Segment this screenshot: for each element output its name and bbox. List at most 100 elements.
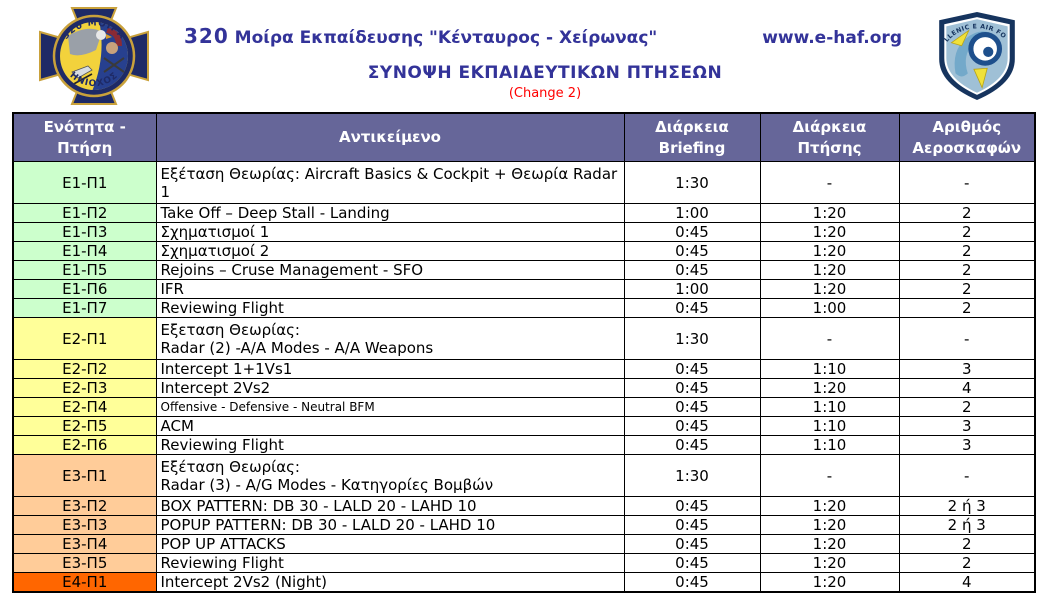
briefing-duration-cell: 0:45 [623, 378, 761, 398]
aircraft-count-cell: 2 [898, 279, 1036, 299]
row-id-cell: Ε3-Π1 [12, 454, 157, 497]
briefing-duration-cell: 0:45 [623, 260, 761, 280]
briefing-duration-cell: 0:45 [623, 553, 761, 573]
row-id-cell: Ε1-Π1 [12, 161, 157, 204]
briefing-duration-cell: 1:00 [623, 203, 761, 223]
subject-cell: BOX PATTERN: DB 30 - LALD 20 - LAHD 10 [155, 496, 625, 516]
briefing-duration-cell: 0:45 [623, 397, 761, 417]
table-row: Ε1-Π2 Take Off – Deep Stall - Landing 1:00… [12, 203, 1036, 223]
subject-cell: Σχηματισμοί 2 [155, 241, 625, 261]
table-row: Ε2-Π5 ACM 0:45 1:10 3 [12, 416, 1036, 436]
page-header: 320 ΜΟΙΡΑ ΗΝΙΟΧΟΣ 320 Μοίρα Εκπαίδευσης … [0, 0, 1046, 110]
briefing-duration-cell: 0:45 [623, 222, 761, 242]
squadron-number: 320 [184, 24, 229, 48]
table-row: Ε3-Π4 POP UP ATTACKS 0:45 1:20 2 [12, 534, 1036, 554]
table-row: Ε1-Π1 Εξέταση Θεωρίας: Aircraft Basics & … [12, 161, 1036, 204]
header-titles: 320 Μοίρα Εκπαίδευσης "Κένταυρος - Χείρω… [160, 0, 930, 101]
col-header-flight-duration: Διάρκεια Πτήσης [759, 112, 900, 162]
aircraft-count-cell: 2 [898, 534, 1036, 554]
squadron-title: 320 Μοίρα Εκπαίδευσης "Κένταυρος - Χείρω… [184, 24, 657, 48]
aircraft-count-cell: 3 [898, 359, 1036, 379]
col-header-subject: Αντικείμενο [155, 112, 625, 162]
row-id-cell: Ε1-Π6 [12, 279, 157, 299]
aircraft-count-cell: 2 ή 3 [898, 496, 1036, 516]
flight-duration-cell: - [759, 454, 900, 497]
col-header-briefing-duration: Διάρκεια Briefing [623, 112, 761, 162]
subject-cell: Intercept 2Vs2 [155, 378, 625, 398]
subject-cell: Offensive - Defensive - Neutral BFM [155, 397, 625, 417]
briefing-duration-cell: 0:45 [623, 496, 761, 516]
briefing-duration-cell: 0:45 [623, 515, 761, 535]
subject-cell: Intercept 2Vs2 (Night) [155, 572, 625, 593]
aircraft-count-cell: 2 [898, 222, 1036, 242]
training-flights-table: Ενότητα - Πτήση Αντικείμενο Διάρκεια Bri… [12, 112, 1036, 593]
flight-duration-cell: 1:20 [759, 572, 900, 593]
flight-duration-cell: 1:20 [759, 553, 900, 573]
table-row: Ε1-Π4 Σχηματισμοί 2 0:45 1:20 2 [12, 241, 1036, 261]
page-title: ΣΥΝΟΨΗ ΕΚΠΑΙΔΕΥΤΙΚΩΝ ΠΤΗΣΕΩΝ [367, 63, 723, 83]
briefing-duration-cell: 0:45 [623, 241, 761, 261]
row-id-cell: Ε2-Π2 [12, 359, 157, 379]
hellenic-air-force-emblem-icon: HELLENIC Ε AIR FORCE [930, 10, 1015, 100]
subject-cell: Take Off – Deep Stall - Landing [155, 203, 625, 223]
table-body: Ε1-Π1 Εξέταση Θεωρίας: Aircraft Basics & … [12, 161, 1036, 593]
briefing-duration-cell: 0:45 [623, 572, 761, 593]
flight-duration-cell: 1:10 [759, 435, 900, 455]
table-row: Ε1-Π5 Rejoins – Cruse Management - SFO 0:4… [12, 260, 1036, 280]
header-row: Ενότητα - Πτήση Αντικείμενο Διάρκεια Bri… [12, 112, 1036, 162]
flight-duration-cell: 1:20 [759, 203, 900, 223]
aircraft-count-cell: 2 [898, 260, 1036, 280]
row-id-cell: Ε3-Π2 [12, 496, 157, 516]
row-id-cell: Ε4-Π1 [12, 572, 157, 593]
table-row: Ε4-Π1 Intercept 2Vs2 (Night) 0:45 1:20 4 [12, 572, 1036, 593]
flight-duration-cell: - [759, 317, 900, 360]
aircraft-count-cell: - [898, 161, 1036, 204]
row-id-cell: Ε2-Π6 [12, 435, 157, 455]
subject-cell: Εξεταση Θεωρίας: Radar (2) -A/A Modes - … [155, 317, 625, 360]
table-row: Ε3-Π5 Reviewing Flight 0:45 1:20 2 [12, 553, 1036, 573]
flight-duration-cell: 1:20 [759, 241, 900, 261]
flight-duration-cell: 1:20 [759, 515, 900, 535]
subject-cell: Rejoins – Cruse Management - SFO [155, 260, 625, 280]
row-id-cell: Ε1-Π2 [12, 203, 157, 223]
flight-duration-cell: 1:20 [759, 260, 900, 280]
subject-cell: ACM [155, 416, 625, 436]
flight-duration-cell: - [759, 161, 900, 204]
briefing-duration-cell: 0:45 [623, 298, 761, 318]
briefing-duration-cell: 0:45 [623, 416, 761, 436]
aircraft-count-cell: 2 ή 3 [898, 515, 1036, 535]
aircraft-count-cell: 2 [898, 241, 1036, 261]
subject-cell: IFR [155, 279, 625, 299]
row-id-cell: Ε1-Π7 [12, 298, 157, 318]
flight-duration-cell: 1:20 [759, 534, 900, 554]
aircraft-count-cell: - [898, 317, 1036, 360]
flight-duration-cell: 1:10 [759, 397, 900, 417]
flight-duration-cell: 1:20 [759, 279, 900, 299]
table-row: Ε2-Π1 Εξεταση Θεωρίας: Radar (2) -A/A Mod… [12, 317, 1036, 360]
row-id-cell: Ε2-Π1 [12, 317, 157, 360]
aircraft-count-cell: 3 [898, 416, 1036, 436]
subject-cell: Reviewing Flight [155, 553, 625, 573]
briefing-duration-cell: 1:00 [623, 279, 761, 299]
subject-cell: Σχηματισμοί 1 [155, 222, 625, 242]
change-note: (Change 2) [508, 86, 582, 101]
briefing-duration-cell: 0:45 [623, 435, 761, 455]
table-row: Ε1-Π3 Σχηματισμοί 1 0:45 1:20 2 [12, 222, 1036, 242]
squadron-name: Μοίρα Εκπαίδευσης "Κένταυρος - Χείρωνας" [234, 28, 658, 48]
table-row: Ε2-Π2 Intercept 1+1Vs1 0:45 1:10 3 [12, 359, 1036, 379]
subject-cell: POP UP ATTACKS [155, 534, 625, 554]
briefing-duration-cell: 0:45 [623, 534, 761, 554]
col-header-aircraft-count: Αριθμός Αεροσκαφών [898, 112, 1036, 162]
row-id-cell: Ε3-Π5 [12, 553, 157, 573]
website-link[interactable]: www.e-haf.org [762, 28, 902, 48]
briefing-duration-cell: 1:30 [623, 317, 761, 360]
briefing-duration-cell: 1:30 [623, 454, 761, 497]
row-id-cell: Ε3-Π3 [12, 515, 157, 535]
row-id-cell: Ε1-Π3 [12, 222, 157, 242]
flight-duration-cell: 1:10 [759, 416, 900, 436]
subject-cell: Intercept 1+1Vs1 [155, 359, 625, 379]
col-header-section-flight: Ενότητα - Πτήση [12, 112, 157, 162]
table-row: Ε2-Π4 Offensive - Defensive - Neutral BFM… [12, 397, 1036, 417]
aircraft-count-cell: 2 [898, 553, 1036, 573]
